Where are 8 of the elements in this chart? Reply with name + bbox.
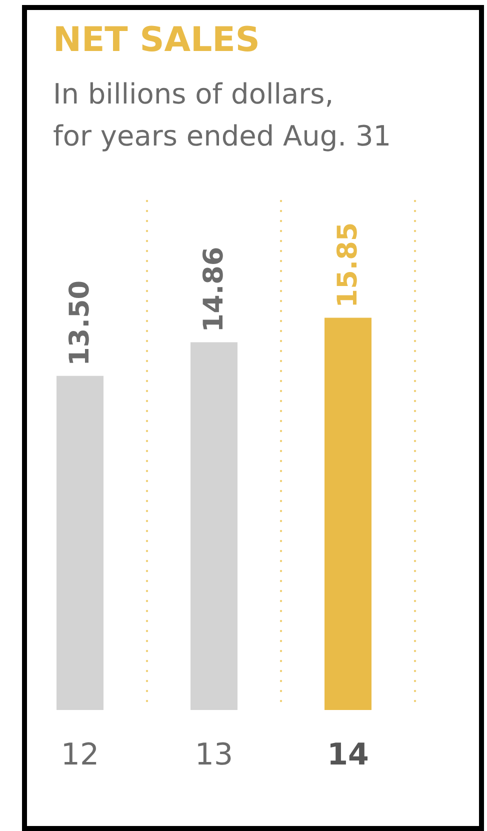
data-label: 13.50: [64, 280, 96, 366]
chart-subtitle: In billions of dollars, for years ended Aug. 31: [53, 78, 392, 152]
x-tick-label: 12: [60, 738, 100, 772]
data-label: 14.86: [198, 246, 230, 332]
chart-title: NET SALES: [53, 20, 260, 60]
x-tick-label: 13: [194, 738, 234, 772]
data-label: 15.85: [332, 222, 364, 308]
x-tick-label: 14: [327, 738, 369, 772]
